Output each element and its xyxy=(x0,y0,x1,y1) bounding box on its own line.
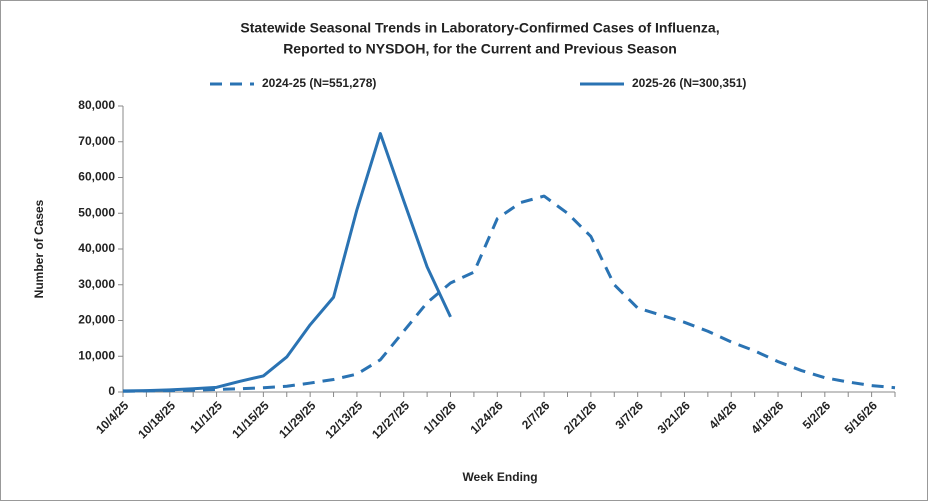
y-tick-label: 40,000 xyxy=(78,241,115,255)
legend-label: 2025-26 (N=300,351) xyxy=(632,76,746,90)
y-tick-label: 20,000 xyxy=(78,313,115,327)
y-tick-label: 80,000 xyxy=(78,98,115,112)
chart-title: Reported to NYSDOH, for the Current and … xyxy=(283,41,677,57)
x-axis-label: Week Ending xyxy=(462,470,537,484)
chart-title: Statewide Seasonal Trends in Laboratory-… xyxy=(240,20,719,36)
y-tick-label: 70,000 xyxy=(78,134,115,148)
series-line xyxy=(122,132,452,393)
series-line xyxy=(122,194,896,393)
y-axis-label: Number of Cases xyxy=(32,199,46,298)
y-tick-label: 0 xyxy=(108,384,115,398)
y-tick-label: 60,000 xyxy=(78,170,115,184)
y-tick-label: 10,000 xyxy=(78,348,115,362)
y-tick-label: 50,000 xyxy=(78,205,115,219)
legend-label: 2024-25 (N=551,278) xyxy=(262,76,376,90)
y-tick-label: 30,000 xyxy=(78,277,115,291)
